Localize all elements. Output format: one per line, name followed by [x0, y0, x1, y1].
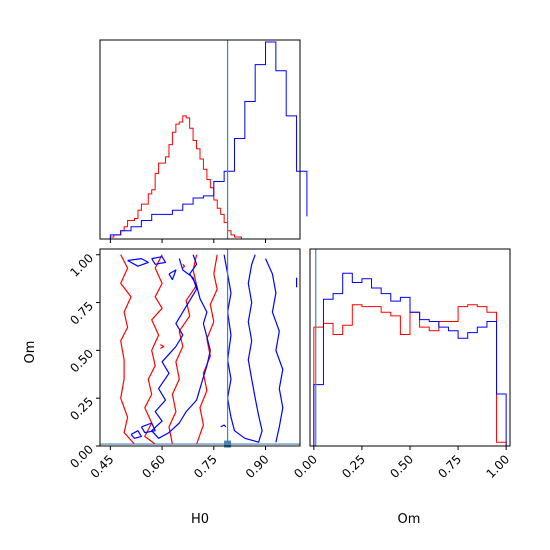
x-tick-label-om: 0.25	[339, 452, 368, 481]
x-tick-label-om: 0.50	[387, 452, 416, 481]
contour-group	[120, 254, 298, 445]
contour-red	[182, 263, 186, 269]
x-axis-label-h0: H0	[191, 512, 209, 527]
om-marginal-panel: 0.00 0.25 0.50 0.75 1.00	[291, 248, 512, 481]
histogram-red-om	[313, 304, 507, 446]
contour-red	[196, 254, 218, 445]
right-panel-frame	[309, 248, 511, 447]
contour-blue	[220, 424, 227, 428]
x-tick-label-h0: 0.75	[191, 452, 220, 481]
contour-blue	[168, 269, 177, 281]
x-tick-label-om: 0.75	[435, 452, 464, 481]
x-tick-label-om: 0.00	[291, 452, 320, 481]
contour-red	[160, 344, 165, 350]
histogram-blue-om	[313, 272, 507, 446]
top-panel-frame	[99, 39, 301, 240]
contour-blue	[151, 256, 167, 265]
y-tick-label-om: 0.50	[67, 347, 96, 376]
contour-blue	[130, 430, 142, 439]
x-axis-label-om: Om	[398, 512, 421, 527]
y-tick-label-om: 1.00	[67, 251, 96, 280]
truth-marker	[224, 440, 232, 448]
y-axis-label-om: Om	[23, 341, 38, 364]
contour-blue	[223, 254, 263, 443]
x-tick-label-h0: 0.45	[88, 452, 117, 481]
histogram-blue-h0	[109, 41, 308, 239]
x-tick-label-h0: 0.60	[139, 452, 168, 481]
contour-red	[144, 254, 163, 445]
histogram-red-h0	[109, 115, 249, 240]
joint-panel-frame	[99, 248, 301, 447]
contour-blue	[127, 258, 149, 267]
h0-marginal-panel	[99, 39, 308, 243]
x-tick-label-om: 1.00	[483, 452, 512, 481]
x-tick-label-h0: 0.90	[243, 452, 272, 481]
y-tick-label-om: 0.75	[67, 299, 96, 328]
y-tick-label-om: 0.25	[67, 394, 96, 423]
contour-blue	[140, 422, 156, 434]
contour-blue	[264, 258, 284, 443]
contour-blue	[151, 254, 211, 439]
contour-red	[120, 254, 135, 445]
h0-om-contour-panel: 0.45 0.60 0.75 0.900.000.250.500.751.00	[67, 248, 301, 481]
